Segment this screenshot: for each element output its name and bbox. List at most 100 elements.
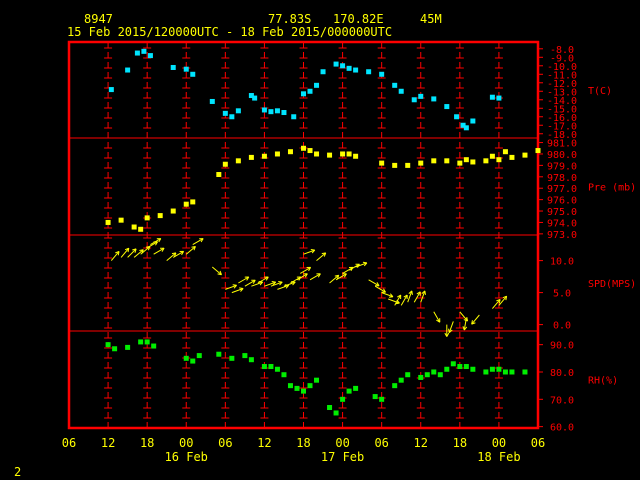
temperature-point <box>248 93 254 99</box>
wind-vector-shaft <box>316 252 327 261</box>
x-tick-label: 18 <box>453 436 467 450</box>
wind-vector-head <box>408 290 413 294</box>
wind_speed-axis-label: SPD(MPS) <box>588 279 636 290</box>
wind-vector <box>257 276 269 284</box>
humidity-point <box>379 396 385 402</box>
humidity-point <box>151 343 157 349</box>
wind-vector <box>335 273 347 281</box>
wind-vector-shaft <box>270 281 283 287</box>
wind-vector <box>303 248 316 255</box>
temperature-tick-label: -11.0 <box>547 70 577 81</box>
wind-vector <box>211 266 222 276</box>
pressure-point <box>301 145 306 151</box>
date-label: 17 Feb <box>321 450 364 464</box>
wind-vector-head <box>363 262 368 267</box>
temperature-point <box>398 88 404 94</box>
wind-vector-head <box>161 247 165 252</box>
wind-vector <box>110 250 120 261</box>
x-tick-label: 06 <box>531 436 545 450</box>
wind-vector-shaft <box>153 247 165 255</box>
pressure-point <box>489 153 495 159</box>
wind-vector-head <box>334 274 339 277</box>
wind-vector-shaft <box>355 262 368 268</box>
temperature-point <box>281 110 287 116</box>
data-marks <box>105 48 541 416</box>
wind-vector <box>444 324 450 337</box>
wind-vector-head <box>496 298 501 302</box>
humidity-point <box>398 377 404 383</box>
wind-vector-shaft <box>492 299 501 309</box>
plot-frame <box>67 40 540 430</box>
temperature-point <box>392 82 398 88</box>
temperature-point <box>314 82 320 88</box>
wind-vector <box>309 273 321 281</box>
wind-vector-head <box>388 296 394 298</box>
pressure-point <box>346 151 352 157</box>
temperature-point <box>125 67 131 73</box>
pressure-tick-label: 973.0 <box>547 230 577 241</box>
wind-vector <box>172 250 185 258</box>
pressure-point <box>287 149 293 155</box>
pressure-point <box>353 153 359 159</box>
pressure-point <box>379 160 385 166</box>
humidity-tick-label: 90.0 <box>550 341 574 352</box>
wind-vector <box>374 285 386 293</box>
wind-vector <box>120 247 130 258</box>
wind-vector-head <box>200 238 204 243</box>
temperature-point <box>261 107 267 113</box>
humidity-point <box>424 372 430 378</box>
temperature-tick-label: -12.0 <box>547 79 577 90</box>
pressure-point <box>131 224 137 230</box>
x-tick-label: 00 <box>179 436 193 450</box>
temperature-point <box>141 48 147 54</box>
time-range: 15 Feb 2015/120000UTC - 18 Feb 2015/0000… <box>67 25 392 39</box>
pressure-point <box>470 159 476 165</box>
temperature-point <box>268 109 274 115</box>
pressure-point <box>535 148 541 154</box>
wind-vector-head <box>444 332 448 337</box>
temperature-point <box>470 118 476 124</box>
temperature-point <box>496 95 502 101</box>
wind-vector-head <box>317 273 321 278</box>
wind-vector-shaft <box>120 247 130 258</box>
temperature-point <box>222 110 228 116</box>
pressure-point <box>118 217 124 223</box>
elevation: 45M <box>420 12 442 26</box>
wind-vector-head <box>424 290 426 295</box>
wind-vector-head <box>139 249 144 251</box>
wind-vector-head <box>383 288 386 293</box>
wind-vector-head <box>310 248 315 251</box>
humidity-point <box>294 385 300 391</box>
wind-vector-head <box>308 267 312 272</box>
wind-vector <box>448 321 454 334</box>
humidity-point <box>144 339 150 345</box>
pressure-point <box>105 219 111 225</box>
humidity-point <box>450 361 456 367</box>
humidity-point <box>314 377 320 383</box>
humidity-point <box>281 372 287 378</box>
temperature-point <box>454 114 460 120</box>
pressure-point <box>222 161 228 167</box>
humidity-point <box>183 355 189 361</box>
humidity-point <box>229 355 235 361</box>
temperature-tick-label: -13.0 <box>547 87 577 98</box>
wind-vector-shaft <box>264 281 276 287</box>
humidity-point <box>196 353 202 359</box>
wind-vector <box>413 291 421 303</box>
wind-vector-head <box>397 294 401 298</box>
pressure-tick-label: 977.0 <box>547 184 577 195</box>
temperature-point <box>463 125 469 131</box>
wind-vector-head <box>311 249 316 254</box>
wind-vector-head <box>233 284 237 289</box>
wind-vector-shaft <box>238 276 250 284</box>
temperature-point <box>183 66 189 72</box>
humidity-point <box>138 339 144 345</box>
wind-vector-shaft <box>374 285 386 293</box>
humidity-tick-label: 70.0 <box>550 395 574 406</box>
wind-vector-head <box>304 273 308 278</box>
humidity-point <box>392 383 398 389</box>
pressure-point <box>235 158 241 164</box>
pressure-point <box>502 149 508 155</box>
temperature-tick-label: -14.0 <box>547 96 577 107</box>
